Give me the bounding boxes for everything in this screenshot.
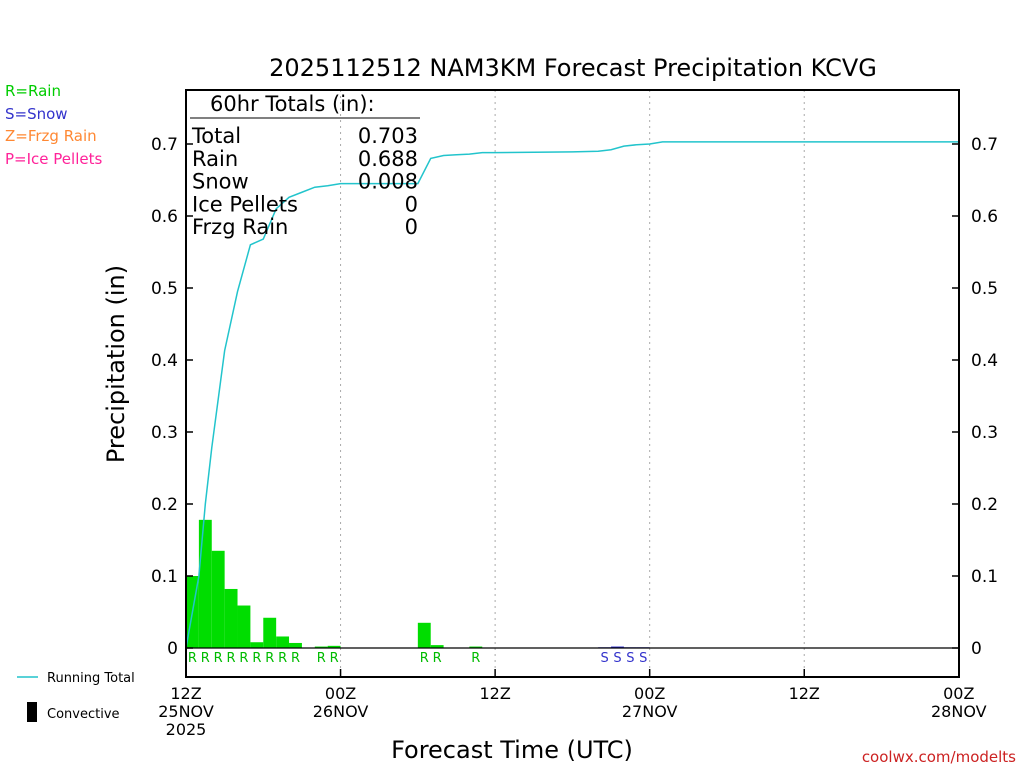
totals-value-0: 0.703 (358, 124, 418, 148)
plot-frame (185, 89, 960, 678)
totals-value-4: 0 (405, 215, 418, 239)
totals-value-1: 0.688 (358, 147, 418, 171)
totals-label-2: Snow (192, 170, 249, 194)
precip-type-marker-7: R (278, 651, 287, 666)
precip-type-marker-0: R (188, 651, 197, 666)
x-tick-label-0-0: 12Z (170, 684, 201, 703)
precip-type-marker-12: R (433, 651, 442, 666)
y-tick-label-right-3: 0.3 (971, 423, 998, 443)
grid-lines (340, 90, 805, 677)
y-tick-label-left-3: 0.3 (151, 423, 178, 443)
y-tick-label-left-2: 0.2 (151, 495, 178, 515)
precip-type-marker-2: R (214, 651, 223, 666)
precip-type-marker-1: R (201, 651, 210, 666)
precip-type-marker-15: S (613, 651, 621, 666)
y-axis-ticks: 0 00.1 0.10.2 0.20.3 0.30.4 0.40.5 0.50.6 0.60.… (151, 135, 998, 659)
x-tick-label-1-1: 26NOV (313, 702, 369, 721)
y-axis-label: Precipitation (in) (102, 265, 130, 463)
running-total-series (185, 141, 959, 649)
y-tick-label-right-6: 0.6 (971, 207, 998, 227)
precip-bar-4 (237, 605, 251, 648)
precip-type-marker-11: R (420, 651, 429, 666)
legend-rain: R=Rain (5, 82, 61, 100)
convective-legend-label: Convective (47, 707, 120, 722)
precip-type-marker-6: R (265, 651, 274, 666)
y-tick-label-left-0: 0 (167, 639, 178, 659)
precip-type-marker-3: R (227, 651, 236, 666)
precip-bar-6 (263, 617, 277, 648)
totals-value-3: 0 (405, 192, 418, 216)
precip-type-marker-10: R (330, 651, 339, 666)
x-axis-label: Forecast Time (UTC) (391, 736, 633, 764)
y-tick-label-right-7: 0.7 (971, 135, 998, 155)
precip-bar-9 (314, 646, 328, 648)
x-tick-label-0-1: 25NOV (158, 702, 214, 721)
totals-label-4: Frzg Rain (192, 215, 288, 239)
type-legend: R=Rain S=Snow Z=Frzg Rain P=Ice Pellets (5, 82, 102, 168)
precip-bar-8 (289, 642, 302, 648)
precip-type-marker-17: S (639, 651, 647, 666)
y-tick-label-left-1: 0.1 (151, 567, 178, 587)
running-total-legend-label: Running Total (47, 671, 135, 686)
chart-title: 2025112512 NAM3KM Forecast Precipitation… (269, 54, 877, 82)
precip-bar-11 (417, 622, 431, 648)
totals-label-1: Rain (192, 147, 238, 171)
convective-legend-swatch (27, 702, 37, 722)
y-tick-label-right-4: 0.4 (971, 351, 998, 371)
x-tick-label-5-1: 28NOV (931, 702, 987, 721)
totals-value-2: 0.008 (358, 170, 418, 194)
x-tick-label-3-0: 00Z (634, 684, 665, 703)
precip-bar-5 (250, 642, 264, 648)
series-legend: Running Total Convective (17, 671, 135, 722)
totals-header: 60hr Totals (in): (210, 92, 375, 116)
x-tick-label-1-0: 00Z (325, 684, 356, 703)
precip-type-marker-14: S (600, 651, 608, 666)
precip-type-marker-9: R (317, 651, 326, 666)
x-tick-label-2-0: 12Z (479, 684, 510, 703)
y-tick-label-right-0: 0 (971, 639, 982, 659)
x-tick-label-0-2: 2025 (166, 720, 207, 739)
precip-bar-7 (276, 636, 290, 648)
precip-bar-1 (198, 519, 212, 648)
credit-text: coolwx.com/modelts (862, 748, 1016, 766)
precip-type-marker-5: R (252, 651, 261, 666)
y-tick-label-left-4: 0.4 (151, 351, 178, 371)
y-tick-label-right-1: 0.1 (971, 567, 998, 587)
y-tick-label-right-5: 0.5 (971, 279, 998, 299)
precip-bar-3 (224, 588, 238, 648)
x-tick-label-4-0: 12Z (789, 684, 820, 703)
precip-bar-10 (327, 645, 341, 648)
precip-type-marker-13: R (471, 651, 480, 666)
precip-type-marker-8: R (291, 651, 300, 666)
precip-bar-15 (611, 646, 624, 648)
totals-box: 60hr Totals (in): Total 0.703 Rain 0.688 Sno… (190, 92, 420, 239)
precip-bar-12 (430, 645, 444, 648)
x-tick-label-5-0: 00Z (943, 684, 974, 703)
precip-type-marker-16: S (626, 651, 634, 666)
precip-bars (186, 519, 650, 649)
totals-label-3: Ice Pellets (192, 192, 298, 216)
x-tick-label-3-1: 27NOV (622, 702, 678, 721)
y-tick-label-left-6: 0.6 (151, 207, 178, 227)
legend-frzg-rain: Z=Frzg Rain (5, 127, 97, 145)
y-tick-label-left-5: 0.5 (151, 279, 178, 299)
totals-label-0: Total (191, 124, 241, 148)
running-total-line (185, 141, 959, 649)
legend-snow: S=Snow (5, 105, 68, 123)
y-tick-label-left-7: 0.7 (151, 135, 178, 155)
precip-type-marker-4: R (239, 651, 248, 666)
precip-bar-13 (469, 646, 483, 648)
precip-bar-2 (211, 550, 225, 648)
legend-ice-pellets: P=Ice Pellets (5, 150, 102, 168)
y-tick-label-right-2: 0.2 (971, 495, 998, 515)
